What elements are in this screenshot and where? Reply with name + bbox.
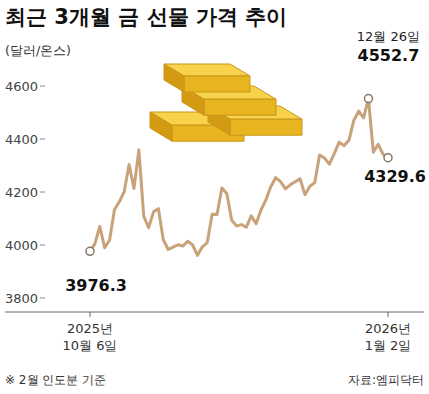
gold-bar-front — [230, 119, 302, 135]
y-tick — [40, 192, 45, 193]
note: ※ 2월 인도분 기준 — [5, 373, 106, 387]
y-tick-label: 3800 — [5, 291, 38, 306]
price-line — [90, 99, 388, 256]
key-point — [86, 247, 94, 255]
x-tick — [388, 312, 389, 317]
y-label: (달러/온스) — [5, 43, 71, 58]
key-point — [384, 154, 392, 162]
value-label: 3976.3 — [65, 276, 127, 295]
gold-bar-front — [204, 99, 276, 115]
x-tick-label: 2025년10월 6일 — [63, 321, 118, 353]
y-tick — [40, 298, 45, 299]
y-tick-label: 4000 — [5, 238, 38, 253]
x-tick-label: 2026년1월 2일 — [365, 321, 412, 353]
y-tick-label: 4200 — [5, 185, 38, 200]
plot-area — [86, 95, 392, 256]
gold-bar-side — [150, 112, 172, 141]
value-label: 4552.7 — [358, 46, 420, 65]
value-labels: 3976.3 12월 26일 4552.7 4329.6 — [65, 29, 426, 296]
y-tick — [40, 139, 45, 140]
x-tick — [90, 312, 91, 317]
key-point — [364, 95, 372, 103]
y-tick-label: 4400 — [5, 132, 38, 147]
annotation: 12월 26일 — [357, 29, 420, 44]
y-tick — [40, 86, 45, 87]
x-axis-line — [5, 312, 424, 313]
y-tick-label: 4600 — [5, 79, 38, 94]
title: 최근 3개월 금 선물 가격 추이 — [5, 5, 287, 29]
y-axis: 3800 4000 4200 4400 4600 — [5, 79, 45, 306]
x-axis: 2025년10월 6일 2026년1월 2일 — [63, 312, 412, 353]
gold-bar-front — [184, 76, 250, 92]
gold-bars-illustration — [150, 64, 302, 141]
source: 자료:엠피닥터 — [348, 373, 424, 387]
value-label: 4329.6 — [364, 167, 426, 186]
y-tick — [40, 245, 45, 246]
gold-bar-side — [164, 64, 184, 92]
